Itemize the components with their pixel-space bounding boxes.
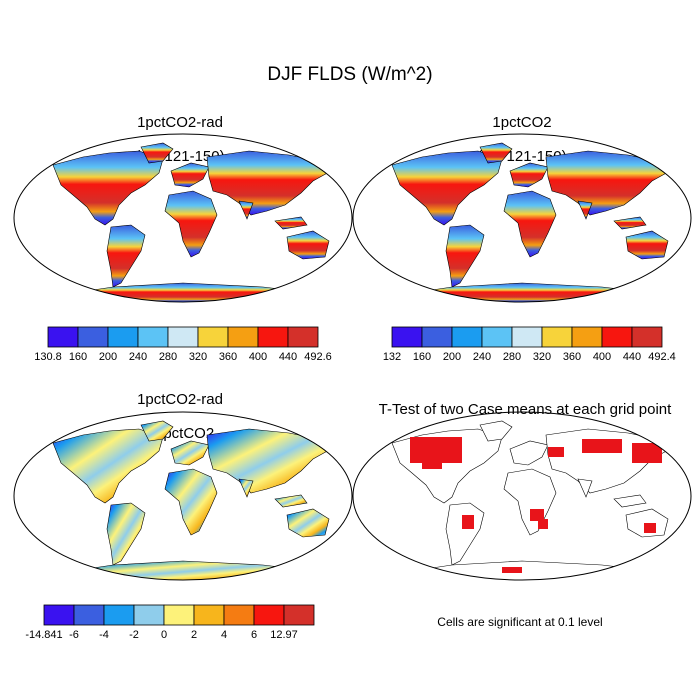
colorbar-swatch (287, 326, 319, 348)
colorbar-swatch (223, 604, 255, 626)
colorbar-label: 132 (383, 351, 401, 363)
colorbar-label: 160 (413, 351, 431, 363)
colorbar-swatch (511, 326, 543, 348)
colorbar-label: 280 (159, 351, 177, 363)
panel2-title-line1: 1pctCO2 (492, 114, 552, 131)
colorbar-swatch (103, 604, 135, 626)
panel3-colorbar: -14.841 -6 -4 -2 0 2 4 6 12.97 (25, 604, 315, 641)
colorbar-label: 440 (623, 351, 641, 363)
colorbar-swatch (133, 604, 165, 626)
panel2-colorbar: 132 160 200 240 280 320 360 400 440 492.4 (383, 326, 676, 363)
map-border (352, 411, 692, 581)
panel3-title-line1: 1pctCO2-rad (137, 391, 223, 408)
colorbar-label: 440 (279, 351, 297, 363)
colorbar-swatch (481, 326, 513, 348)
colorbar-swatch (253, 604, 285, 626)
colorbar-swatch (137, 326, 169, 348)
colorbar-label: 2 (191, 629, 197, 641)
colorbar-swatch (283, 604, 315, 626)
colorbar-label: 360 (563, 351, 581, 363)
colorbar-swatch (107, 326, 139, 348)
colorbar-label: -6 (69, 629, 79, 641)
colorbar-label: 320 (533, 351, 551, 363)
colorbar-label: 492.4 (648, 351, 676, 363)
colorbar-swatch (571, 326, 603, 348)
panel1-map (13, 133, 353, 308)
colorbar-swatch (391, 326, 423, 348)
colorbar-label: 240 (473, 351, 491, 363)
panel3-map (13, 411, 353, 586)
panel3-map-svg (13, 411, 353, 581)
colorbar-label: 160 (69, 351, 87, 363)
colorbar-label: 400 (249, 351, 267, 363)
colorbar-label: 12.97 (270, 629, 298, 641)
colorbar-label: -14.841 (25, 629, 62, 641)
significance-note: Cells are significant at 0.1 level (437, 615, 603, 629)
colorbar-label: 280 (503, 351, 521, 363)
colorbar-label: 6 (251, 629, 257, 641)
panel1-colorbar: 130.8 160 200 240 280 320 360 400 440 492.6 (34, 326, 332, 363)
colorbar-swatch (601, 326, 633, 348)
colorbar-swatch (47, 326, 79, 348)
colorbar-swatch (631, 326, 663, 348)
colorbar-label: 4 (221, 629, 227, 641)
colorbar-label: 240 (129, 351, 147, 363)
map-border (13, 133, 353, 303)
colorbar-label: -2 (129, 629, 139, 641)
colorbar-swatch (541, 326, 573, 348)
colorbar-swatch (451, 326, 483, 348)
panel4-map-svg (352, 411, 692, 581)
panel2-map-svg (352, 133, 692, 303)
colorbar-label: 320 (189, 351, 207, 363)
colorbar-swatch (197, 326, 229, 348)
colorbar-swatch (43, 604, 75, 626)
panel1-title-line1: 1pctCO2-rad (137, 114, 223, 131)
colorbar-swatch (227, 326, 259, 348)
colorbar-swatch (163, 604, 195, 626)
colorbar-label: 360 (219, 351, 237, 363)
panel4-title-line1: T-Test of two Case means at each grid po… (378, 401, 672, 418)
panel4-map (352, 411, 692, 586)
colorbar-label: -4 (99, 629, 109, 641)
colorbar-label: 200 (99, 351, 117, 363)
colorbar-swatch (73, 604, 105, 626)
map-border (352, 133, 692, 303)
significant-cells (410, 437, 662, 573)
colorbar-swatch (421, 326, 453, 348)
colorbar-swatch (167, 326, 199, 348)
colorbar-swatch (193, 604, 225, 626)
colorbar-label: 0 (161, 629, 167, 641)
colorbar-label: 492.6 (304, 351, 332, 363)
figure-title: DJF FLDS (W/m^2) (267, 64, 433, 85)
panel2-map (352, 133, 692, 308)
panel4-title: T-Test of two Case means at each grid po… (350, 384, 700, 435)
colorbar-label: 200 (443, 351, 461, 363)
panel1-map-svg (13, 133, 353, 303)
colorbar-swatch (257, 326, 289, 348)
colorbar-label: 400 (593, 351, 611, 363)
map-border (13, 411, 353, 581)
colorbar-swatch (77, 326, 109, 348)
colorbar-label: 130.8 (34, 351, 62, 363)
